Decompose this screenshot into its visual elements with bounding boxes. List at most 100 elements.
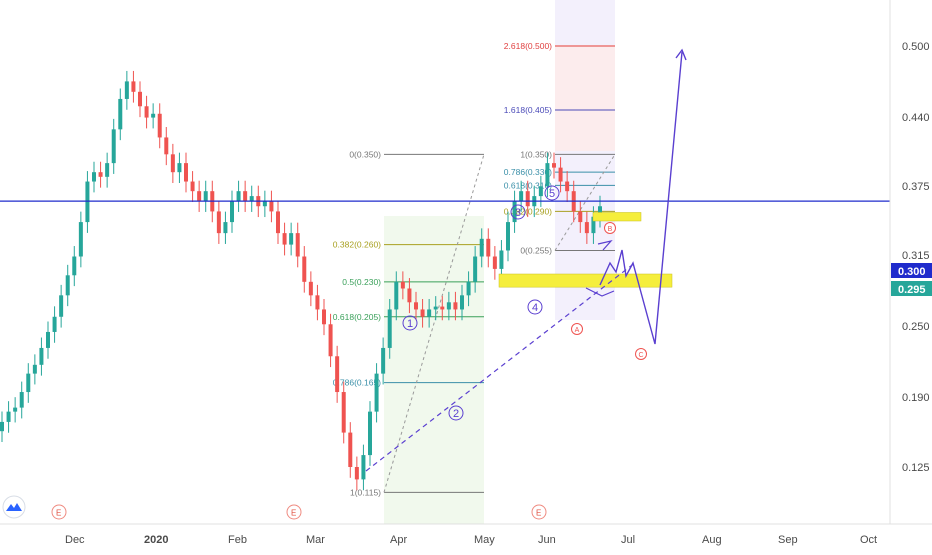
fib-level-label: 0.382(0.260) — [333, 240, 381, 250]
candle-body — [381, 347, 386, 374]
fib-level-label: 0.5(0.230) — [342, 277, 381, 287]
x-tick-label: Sep — [778, 534, 798, 546]
wave-label: 3 — [515, 207, 521, 219]
x-tick-label: Jun — [538, 534, 556, 546]
candle-body — [157, 113, 162, 138]
correction-label: A — [575, 327, 580, 334]
candle-body — [440, 306, 445, 310]
tradingview-cloud-icon[interactable] — [2, 495, 26, 519]
wave-label-circle — [448, 405, 464, 421]
candle-body — [538, 186, 543, 197]
wave-label-circle — [544, 185, 560, 201]
candle-body — [565, 181, 570, 192]
candle-body — [354, 467, 359, 480]
candle-body — [341, 392, 346, 433]
correction-label-circle — [604, 222, 616, 234]
x-tick-label: 2020 — [144, 534, 168, 546]
candle-body — [387, 309, 392, 348]
candle-body — [486, 238, 491, 257]
candle-body — [6, 411, 11, 422]
current-price-tag: 0.300 — [891, 263, 932, 278]
candle-body — [525, 191, 530, 207]
candle-body — [39, 347, 44, 365]
candle-body — [243, 191, 248, 202]
candle-body — [420, 309, 425, 317]
candle-body — [368, 411, 372, 456]
candle-body — [262, 201, 267, 207]
rising-trendline — [365, 261, 637, 472]
y-tick-label: 0.500 — [902, 41, 930, 53]
candle-body — [19, 392, 24, 408]
candle-body — [492, 256, 497, 269]
wave-label: 4 — [532, 302, 538, 314]
earnings-event-marker[interactable]: E — [51, 504, 67, 520]
svg-text:E: E — [56, 509, 61, 518]
wave-label-circle — [402, 315, 418, 331]
wave-sketch-arrow — [597, 239, 613, 251]
candle-body — [512, 201, 517, 223]
candle-body — [197, 191, 202, 202]
candle-body — [328, 324, 333, 357]
projected-wave-path — [599, 51, 683, 345]
candle-body — [506, 222, 510, 251]
candle-body — [598, 206, 602, 217]
candle-body — [282, 233, 287, 245]
wave-label-circle — [510, 204, 526, 220]
x-tick-label: Apr — [390, 534, 407, 546]
candle-body — [98, 172, 103, 177]
candle-body — [138, 91, 142, 107]
fib-level-label: 0(0.350) — [349, 149, 381, 159]
projection-arrowhead — [675, 48, 687, 61]
candle-body — [170, 154, 175, 173]
candle-body — [479, 238, 484, 257]
candle-body — [32, 364, 37, 374]
x-tick-label: Oct — [860, 534, 877, 546]
y-tick-label: 0.315 — [902, 250, 930, 262]
candle-body — [144, 106, 149, 118]
fib-level-label: 0.786(0.165) — [333, 378, 381, 388]
support-zone — [498, 273, 673, 288]
candle-body — [414, 302, 418, 310]
correction-label-circle — [571, 323, 583, 335]
x-tick-label: Aug — [702, 534, 722, 546]
candle-body — [85, 181, 90, 223]
candle-body — [72, 256, 77, 276]
fib-level-label: 0.618(0.205) — [333, 312, 381, 322]
candle-body — [184, 163, 188, 182]
correction-label: B — [608, 226, 613, 233]
svg-text:0.300: 0.300 — [898, 266, 926, 278]
candle-body — [124, 81, 129, 99]
fib-extension-trend-line — [554, 154, 616, 251]
fib-level-label: 1(0.115) — [350, 487, 381, 497]
candle-body — [453, 302, 458, 310]
candle-body — [164, 137, 169, 155]
candle-body — [361, 455, 366, 480]
candle-body — [289, 233, 294, 245]
candle-body — [308, 281, 313, 296]
candle-body — [65, 275, 70, 296]
candle-body — [46, 331, 50, 348]
candle-body — [519, 191, 524, 202]
candle-body — [59, 295, 64, 317]
candle-body — [545, 163, 550, 187]
candle-body — [335, 356, 340, 393]
fib-extension-level-label: 2.618(0.500) — [504, 41, 552, 51]
earnings-event-marker[interactable]: E — [286, 504, 302, 520]
y-tick-label: 0.375 — [902, 181, 930, 193]
x-tick-label: May — [474, 534, 495, 546]
candle-body — [269, 201, 274, 212]
candle-body — [223, 222, 228, 234]
candle-body — [446, 302, 451, 310]
candle-body — [236, 191, 241, 202]
x-tick-label: Dec — [65, 534, 85, 546]
wave-label: 5 — [549, 188, 555, 200]
y-tick-label: 0.190 — [902, 392, 930, 404]
y-tick-label: 0.440 — [902, 112, 930, 124]
y-tick-label: 0.250 — [902, 321, 930, 333]
candle-body — [249, 196, 254, 202]
candle-body — [111, 129, 116, 164]
earnings-event-marker[interactable]: E — [531, 504, 547, 520]
svg-text:E: E — [536, 509, 541, 518]
